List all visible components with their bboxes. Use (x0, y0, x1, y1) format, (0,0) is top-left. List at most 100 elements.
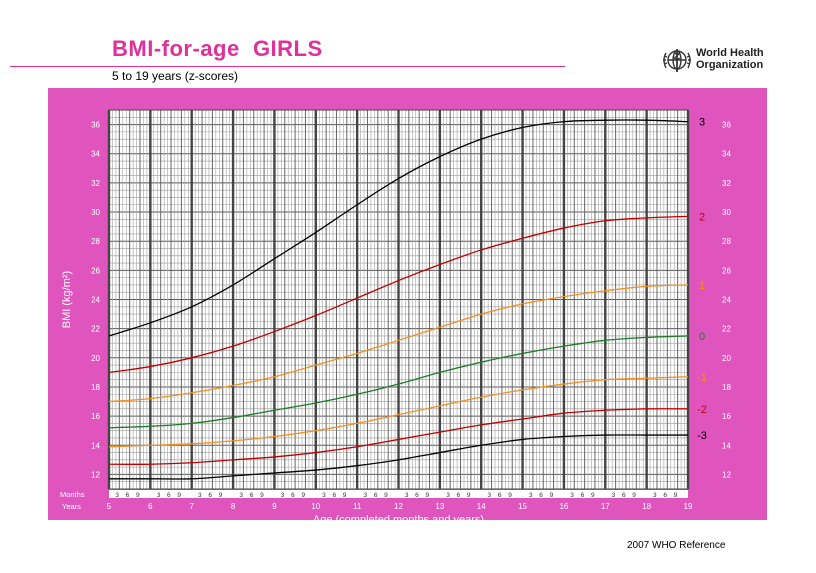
x-tick-label: 9 (272, 502, 277, 511)
month-tick-label: 3 (570, 492, 574, 499)
series-label-z0: 0 (699, 331, 705, 343)
y-tick-label-right: 12 (722, 470, 731, 479)
month-tick-label: 6 (291, 492, 295, 499)
y-tick-label-right: 16 (722, 412, 731, 421)
x-tick-label: 10 (311, 502, 320, 511)
month-tick-label: 9 (384, 492, 388, 499)
y-tick-label-right: 26 (722, 266, 731, 275)
y-tick-label-left: 22 (91, 325, 100, 334)
y-tick-label-left: 32 (91, 179, 100, 188)
x-tick-label: 19 (684, 502, 693, 511)
month-tick-label: 3 (239, 492, 243, 499)
month-tick-label: 6 (415, 492, 419, 499)
x-tick-label: 12 (394, 502, 403, 511)
series-label-z3: 3 (699, 117, 705, 129)
month-tick-label: 6 (663, 492, 667, 499)
month-tick-label: 9 (343, 492, 347, 499)
months-row-label: Months (60, 490, 85, 499)
x-tick-label: 7 (189, 502, 194, 511)
series-label-z-3: -3 (697, 430, 707, 442)
chart-subtitle: 5 to 19 years (z-scores) (112, 69, 239, 83)
month-tick-label: 9 (550, 492, 554, 499)
month-tick-label: 3 (115, 492, 119, 499)
month-tick-label: 9 (301, 492, 305, 499)
month-tick-label: 9 (467, 492, 471, 499)
y-tick-label-left: 16 (91, 412, 100, 421)
month-tick-label: 9 (177, 492, 181, 499)
month-tick-label: 9 (136, 492, 140, 499)
who-name-line2: Organization (696, 59, 764, 71)
month-tick-label: 6 (332, 492, 336, 499)
y-tick-label-right: 34 (722, 150, 731, 159)
month-tick-label: 3 (653, 492, 657, 499)
chart-title: BMI-for-age GIRLS (112, 36, 323, 61)
month-tick-label: 6 (126, 492, 130, 499)
series-line-z-2 (108, 408, 689, 465)
month-tick-label: 9 (591, 492, 595, 499)
month-tick-label: 6 (457, 492, 461, 499)
x-tick-label: 6 (148, 502, 153, 511)
title-rule (10, 66, 565, 67)
series-label-z2: 2 (699, 211, 705, 223)
month-tick-label: 3 (488, 492, 492, 499)
who-name-line1: World Health (696, 47, 764, 59)
month-tick-label: 6 (167, 492, 171, 499)
y-tick-label-left: 24 (91, 296, 100, 305)
y-tick-label-right: 30 (722, 208, 731, 217)
y-tick-label-right: 36 (722, 121, 731, 130)
month-tick-label: 6 (622, 492, 626, 499)
y-tick-label-left: 30 (91, 208, 100, 217)
month-tick-label: 3 (157, 492, 161, 499)
y-tick-label-right: 24 (722, 296, 731, 305)
y-tick-label-right: 18 (722, 383, 731, 392)
y-tick-label-right: 20 (722, 354, 731, 363)
month-tick-label: 3 (198, 492, 202, 499)
x-tick-label: 8 (231, 502, 236, 511)
month-tick-label: 6 (374, 492, 378, 499)
series-label-z-2: -2 (697, 404, 707, 416)
who-logo-text: World Health Organization (696, 47, 764, 71)
month-tick-label: 9 (632, 492, 636, 499)
month-tick-label: 3 (322, 492, 326, 499)
x-tick-label: 11 (353, 502, 362, 511)
month-tick-label: 9 (674, 492, 678, 499)
month-tick-label: 6 (539, 492, 543, 499)
month-tick-label: 3 (446, 492, 450, 499)
month-tick-label: 6 (498, 492, 502, 499)
month-tick-label: 3 (281, 492, 285, 499)
month-tick-label: 6 (250, 492, 254, 499)
years-row-label: Years (62, 502, 81, 511)
series-line-z1 (108, 284, 689, 403)
series-line-z-1 (108, 376, 689, 448)
y-tick-label-left: 28 (91, 237, 100, 246)
x-tick-label: 15 (518, 502, 527, 511)
series-label-z-1: -1 (697, 372, 707, 384)
y-tick-label-right: 22 (722, 325, 731, 334)
who-emblem-icon (663, 49, 691, 72)
y-tick-label-left: 12 (91, 470, 100, 479)
series-line-z0 (108, 335, 689, 429)
x-tick-label: 17 (601, 502, 610, 511)
y-tick-label-right: 32 (722, 179, 731, 188)
reference-note: 2007 WHO Reference (627, 540, 726, 551)
series-line-z2 (108, 215, 689, 374)
x-tick-label: 14 (477, 502, 486, 511)
y-tick-label-right: 28 (722, 237, 731, 246)
y-tick-label-right: 14 (722, 441, 731, 450)
y-tick-label-left: 26 (91, 266, 100, 275)
series-line-z-3 (109, 434, 688, 480)
y-axis-label: BMI (kg/m²) (61, 271, 73, 328)
series-label-z1: 1 (699, 280, 705, 292)
x-tick-label: 16 (559, 502, 568, 511)
month-tick-label: 3 (363, 492, 367, 499)
month-tick-label: 3 (612, 492, 616, 499)
x-tick-label: 5 (107, 502, 112, 511)
month-tick-label: 6 (581, 492, 585, 499)
y-tick-label-left: 34 (91, 150, 100, 159)
y-tick-label-left: 18 (91, 383, 100, 392)
x-tick-label: 18 (642, 502, 651, 511)
month-tick-label: 9 (260, 492, 264, 499)
plot-border (108, 109, 689, 490)
month-tick-label: 9 (508, 492, 512, 499)
